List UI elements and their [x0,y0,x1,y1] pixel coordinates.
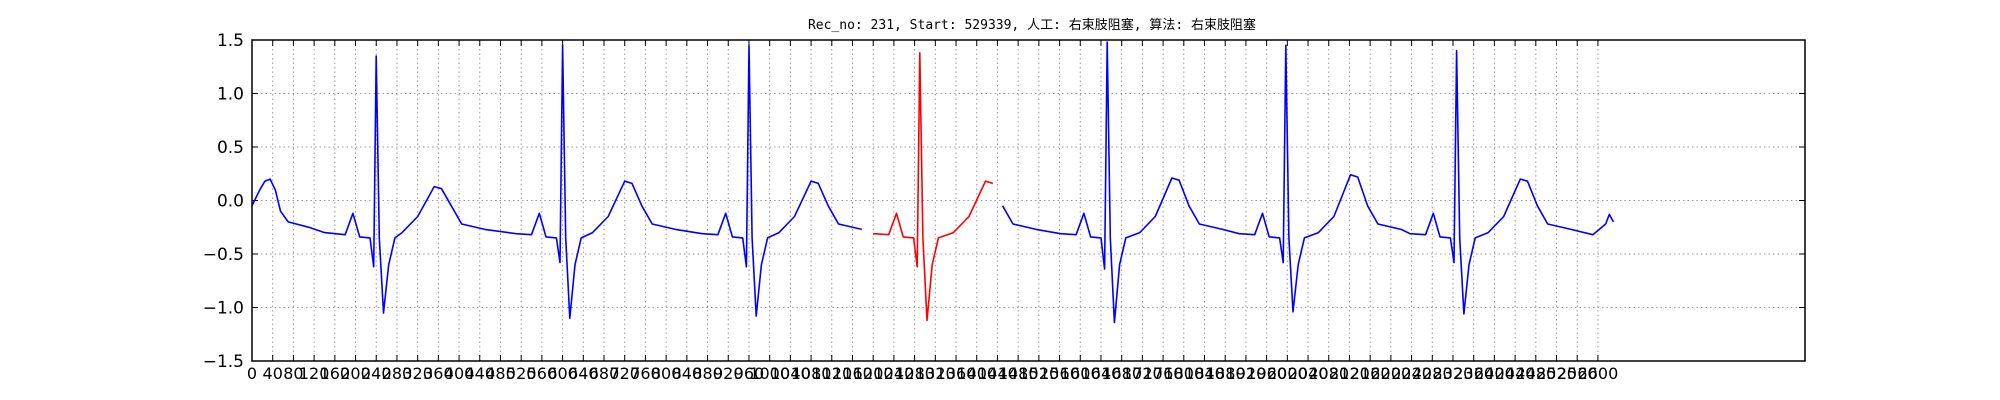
y-tick-label: −0.5 [203,245,244,265]
chart-title: Rec_no: 231, Start: 529339, 人工: 右束肢阻塞, 算… [808,17,1256,33]
x-tick-label: 440 [464,364,495,383]
x-tick-label: 80 [283,364,303,383]
x-tick-label: 2400 [1474,364,1515,383]
y-tick-label: −1.0 [203,299,244,319]
x-tick-label: 160 [320,364,351,383]
x-tick-label: 520 [506,364,537,383]
x-tick-label: 1720 [1122,364,1163,383]
x-tick-label: 1440 [977,364,1018,383]
x-tick-label: 960 [734,364,765,383]
x-tick-label: 1120 [811,364,852,383]
x-tick-label: 2320 [1433,364,1474,383]
x-tick-label: 0 [247,364,257,383]
plot-frame [251,39,1806,362]
x-tick-label: 720 [609,364,640,383]
grid-lines [252,40,1805,361]
x-tick-label: 1000 [749,364,790,383]
x-tick-label: 2160 [1350,364,1391,383]
x-tick-label: 2520 [1536,364,1577,383]
x-tick-label: 1960 [1246,364,1287,383]
x-tick-label: 1400 [956,364,997,383]
y-tick-label: 1.0 [217,85,244,105]
y-axis-tick-labels: −1.5 −1.0 −0.5 0.0 0.5 1.0 1.5 [203,31,244,372]
x-tick-label: 40 [263,364,283,383]
x-tick-label: 760 [630,364,661,383]
x-tick-label: 240 [361,364,392,383]
x-axis-tick-labels: 0 40 8012016020024028032036040044048052056… [247,364,1618,383]
x-tick-label: 680 [589,364,620,383]
x-tick-label: 1080 [791,364,832,383]
x-tick-label: 1040 [770,364,811,383]
x-tick-label: 2360 [1453,364,1494,383]
x-tick-label: 2080 [1308,364,1349,383]
x-tick-label: 1280 [894,364,935,383]
x-tick-label: 880 [692,364,723,383]
y-tick-label: 0.5 [217,138,244,158]
y-tick-label: 0.0 [217,192,244,212]
x-tick-label: 360 [423,364,454,383]
x-tick-label: 1880 [1205,364,1246,383]
x-tick-label: 1640 [1081,364,1122,383]
x-tick-label: 1560 [1039,364,1080,383]
x-tick-label: 640 [568,364,599,383]
x-tick-label: 2040 [1288,364,1329,383]
x-tick-label: 1680 [1101,364,1142,383]
x-tick-label: 1920 [1226,364,1267,383]
x-tick-label: 480 [485,364,516,383]
x-tick-label: 1160 [832,364,873,383]
y-tick-label: 1.5 [217,31,244,51]
x-tick-label: 2600 [1578,364,1619,383]
axis-ticks [251,39,1805,362]
ecg-line-before [251,44,862,319]
x-tick-label: 2120 [1329,364,1370,383]
x-tick-label: 800 [651,364,682,383]
x-tick-label: 2440 [1495,364,1536,383]
x-tick-label: 320 [402,364,433,383]
x-tick-label: 920 [713,364,744,383]
x-tick-label: 120 [299,364,330,383]
x-tick-label: 2240 [1391,364,1432,383]
x-tick-label: 2480 [1515,364,1556,383]
ecg-line-after [1001,41,1615,324]
x-tick-label: 1480 [998,364,1039,383]
x-tick-label: 2280 [1412,364,1453,383]
ecg-line-highlighted [873,52,994,322]
x-tick-label: 560 [527,364,558,383]
x-tick-label: 1200 [853,364,894,383]
ecg-series [251,41,1615,324]
x-tick-label: 1840 [1184,364,1225,383]
x-tick-label: 1800 [1163,364,1204,383]
x-tick-label: 2200 [1371,364,1412,383]
x-tick-label: 400 [444,364,475,383]
x-tick-label: 200 [340,364,371,383]
x-tick-label: 1760 [1143,364,1184,383]
y-tick-label: −1.5 [203,352,244,372]
x-tick-label: 600 [547,364,578,383]
x-tick-label: 1520 [1018,364,1059,383]
x-tick-label: 1360 [936,364,977,383]
x-tick-label: 1600 [1060,364,1101,383]
x-tick-label: 2000 [1267,364,1308,383]
x-tick-label: 280 [382,364,413,383]
x-tick-label: 1320 [915,364,956,383]
x-tick-label: 1240 [874,364,915,383]
x-tick-label: 840 [672,364,703,383]
x-tick-label: 2560 [1557,364,1598,383]
